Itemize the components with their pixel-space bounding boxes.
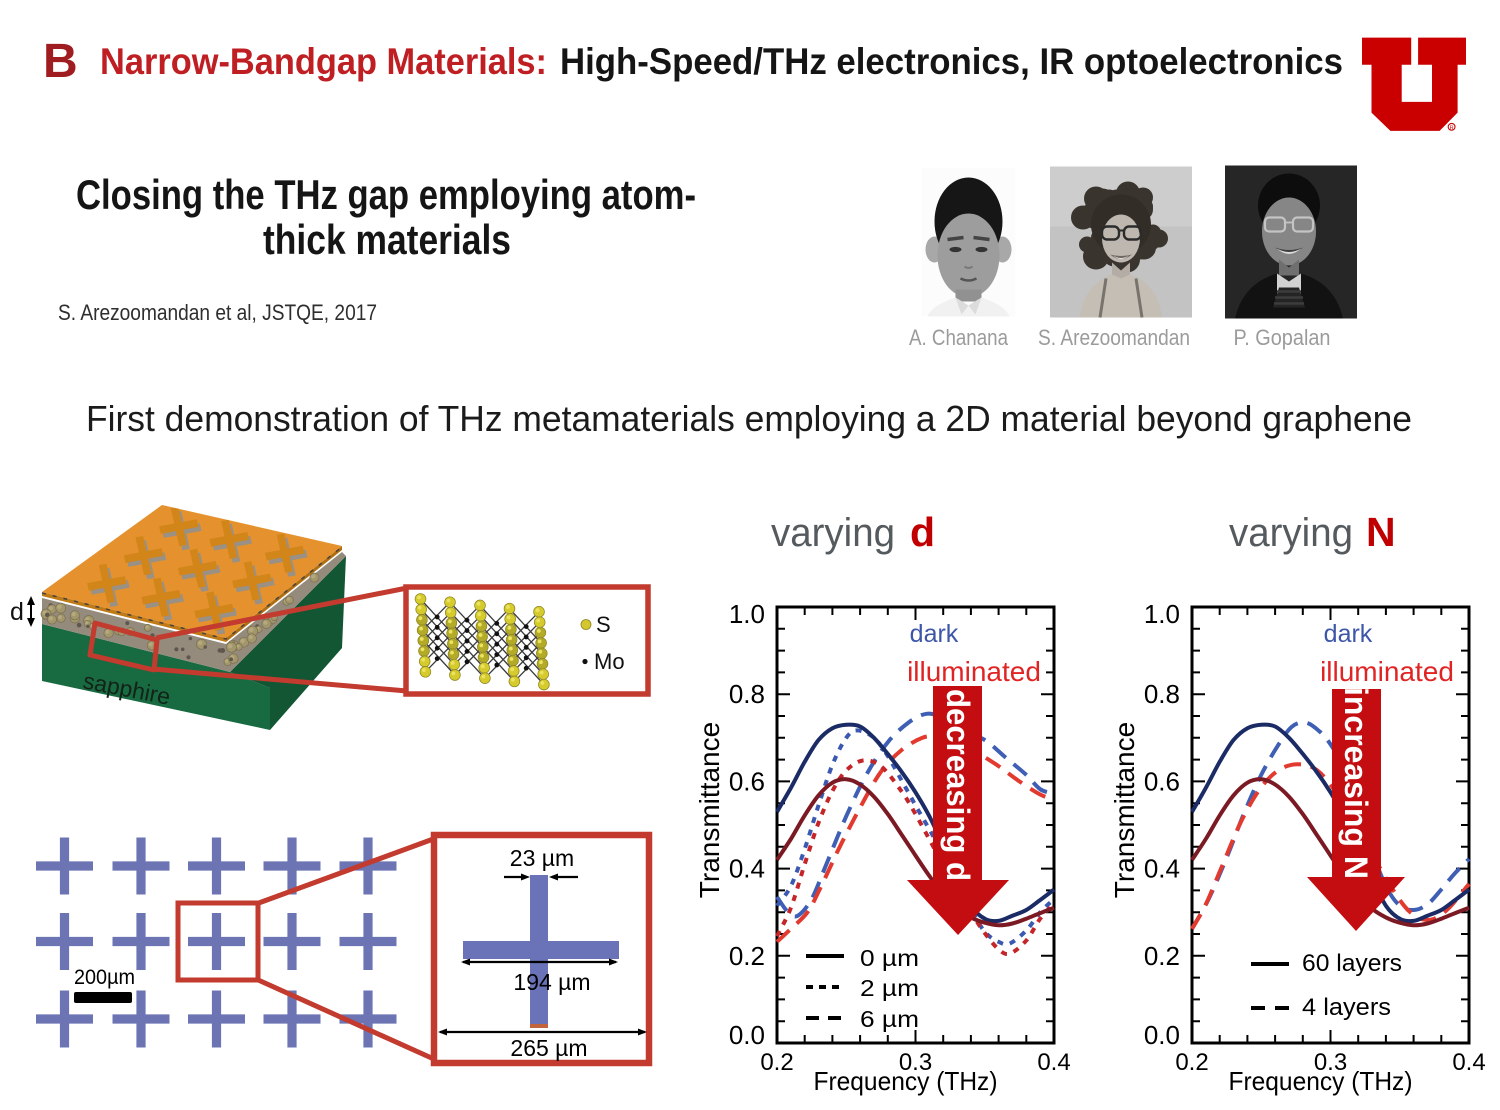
svg-text:d: d xyxy=(10,598,24,626)
svg-text:0 µm: 0 µm xyxy=(860,945,919,971)
svg-text:High-Speed/THz electronics, IR: High-Speed/THz electronics, IR optoelect… xyxy=(560,41,1343,82)
svg-text:S. Arezoomandan et al, JSTQE,: S. Arezoomandan et al, JSTQE, 2017 xyxy=(58,300,377,325)
svg-text:First demonstration of THz met: First demonstration of THz metamaterials… xyxy=(86,398,1412,439)
svg-text:varying: varying xyxy=(1229,511,1353,555)
svg-text:thick materials: thick materials xyxy=(263,216,511,263)
svg-text:0.3: 0.3 xyxy=(899,1049,932,1076)
svg-text:R: R xyxy=(1450,125,1454,131)
svg-text:B: B xyxy=(43,35,78,88)
svg-text:P. Gopalan: P. Gopalan xyxy=(1234,325,1331,350)
svg-text:Transmittance: Transmittance xyxy=(1109,722,1140,898)
svg-text:decreasing d: decreasing d xyxy=(940,689,976,881)
svg-text:0.4: 0.4 xyxy=(1037,1049,1070,1076)
svg-text:4 layers: 4 layers xyxy=(1302,994,1391,1021)
svg-text:23 µm: 23 µm xyxy=(510,845,574,871)
svg-text:Frequency (THz): Frequency (THz) xyxy=(1229,1066,1413,1096)
svg-text:Mo: Mo xyxy=(594,649,625,674)
svg-text:0.2: 0.2 xyxy=(729,941,765,971)
svg-text:illuminated: illuminated xyxy=(1320,656,1454,687)
svg-text:Transmittance: Transmittance xyxy=(694,722,725,898)
svg-text:0.4: 0.4 xyxy=(729,854,765,884)
svg-text:0.2: 0.2 xyxy=(1175,1049,1208,1076)
svg-text:Closing the THz gap employing: Closing the THz gap employing atom- xyxy=(76,171,696,218)
svg-text:0.0: 0.0 xyxy=(1144,1020,1180,1050)
svg-text:illuminated: illuminated xyxy=(907,656,1041,687)
svg-text:1.0: 1.0 xyxy=(1144,599,1180,629)
svg-text:2 µm: 2 µm xyxy=(860,975,919,1001)
svg-text:0.8: 0.8 xyxy=(729,679,765,709)
svg-text:0.4: 0.4 xyxy=(1452,1049,1485,1076)
svg-text:0.3: 0.3 xyxy=(1314,1049,1347,1076)
svg-text:265 µm: 265 µm xyxy=(510,1035,587,1061)
svg-text:0.4: 0.4 xyxy=(1144,854,1180,884)
svg-text:S: S xyxy=(596,612,611,637)
svg-text:Narrow-Bandgap Materials:: Narrow-Bandgap Materials: xyxy=(100,41,547,82)
svg-text:0.2: 0.2 xyxy=(1144,941,1180,971)
svg-text:d: d xyxy=(910,509,935,555)
svg-text:A. Chanana: A. Chanana xyxy=(909,325,1009,350)
svg-text:Frequency (THz): Frequency (THz) xyxy=(814,1066,998,1096)
svg-text:194 µm: 194 µm xyxy=(513,969,590,995)
svg-text:0.6: 0.6 xyxy=(1144,766,1180,796)
svg-text:varying: varying xyxy=(771,511,895,555)
svg-text:1.0: 1.0 xyxy=(729,599,765,629)
svg-text:60 layers: 60 layers xyxy=(1302,950,1402,977)
svg-text:increasing N: increasing N xyxy=(1338,687,1374,879)
svg-text:0.2: 0.2 xyxy=(760,1049,793,1076)
svg-text:0.6: 0.6 xyxy=(729,766,765,796)
svg-text:S. Arezoomandan: S. Arezoomandan xyxy=(1038,325,1190,350)
svg-text:dark: dark xyxy=(1324,620,1373,648)
svg-text:N: N xyxy=(1366,509,1396,555)
svg-text:0.0: 0.0 xyxy=(729,1020,765,1050)
svg-text:0.8: 0.8 xyxy=(1144,679,1180,709)
svg-text:dark: dark xyxy=(910,620,959,648)
svg-text:6 µm: 6 µm xyxy=(860,1006,919,1032)
svg-text:200µm: 200µm xyxy=(74,966,135,989)
